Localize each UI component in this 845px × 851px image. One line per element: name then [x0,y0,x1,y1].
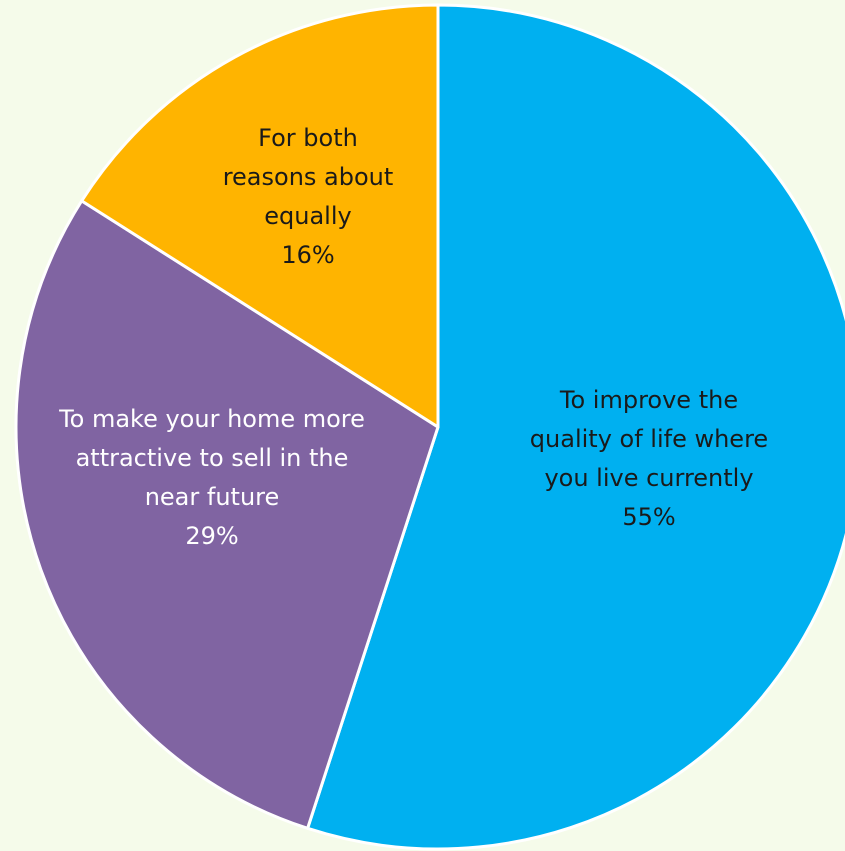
pie-labels: To improve the quality of life where you l… [58,124,768,550]
slice-category-line: quality of life where [530,425,768,453]
slice-value-label-1: 55% [622,503,675,531]
slice-label-1: To improve the quality of life where you l… [530,386,768,531]
pie-slices [14,3,845,851]
pie-slice-3 [80,3,440,429]
slice-label-2: To make your home more attractive to sell… [58,405,365,550]
pie-slice-2 [14,199,440,830]
pie-slice-1 [306,3,845,851]
slice-category-line: attractive to sell in the [76,444,349,472]
slice-value-label-3: 16% [281,241,334,269]
slice-category-line: you live currently [544,464,753,492]
slice-category-line: To make your home more [58,405,365,433]
slice-category-line: To improve the [559,386,738,414]
slice-category-line: equally [264,202,351,230]
slice-category-line: For both [258,124,358,152]
slice-value-label-2: 29% [185,522,238,550]
slice-label-3: For both reasons about equally 16% [223,124,394,269]
slice-category-line: near future [145,483,280,511]
slice-category-line: reasons about [223,163,394,191]
